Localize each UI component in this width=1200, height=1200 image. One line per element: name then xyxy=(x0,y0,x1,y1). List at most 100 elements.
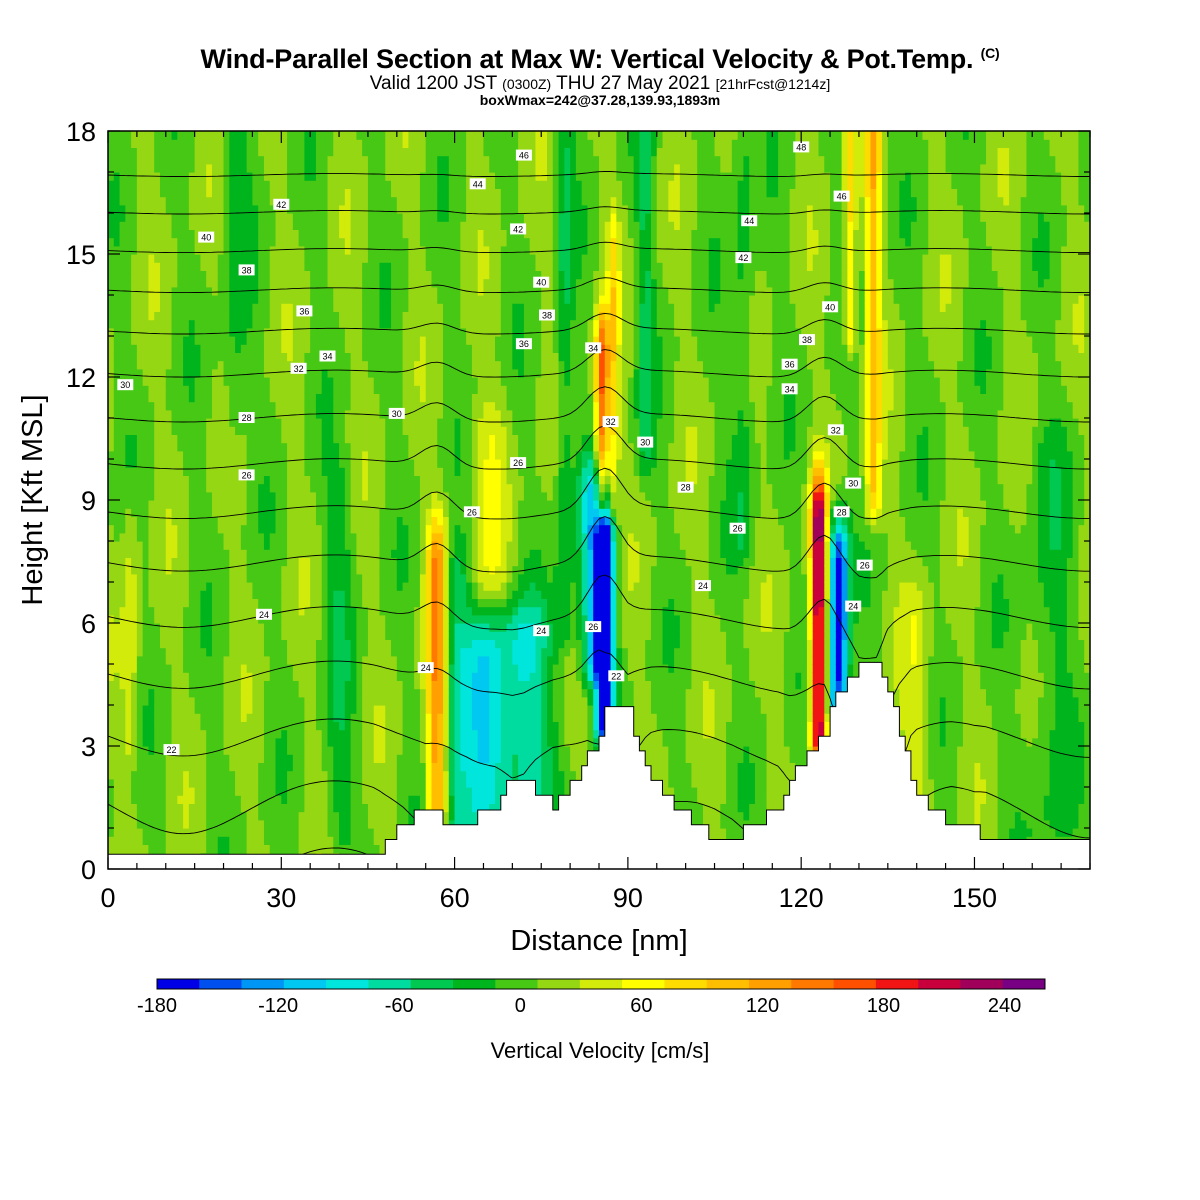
field-cell xyxy=(136,565,144,575)
field-cell xyxy=(356,147,363,157)
field-cell xyxy=(131,319,138,329)
field-cell xyxy=(119,254,126,263)
field-cell xyxy=(108,442,115,452)
field-cell xyxy=(333,344,340,353)
field-cell xyxy=(333,491,340,501)
field-cell xyxy=(235,483,242,493)
field-cell xyxy=(339,147,346,157)
field-cell xyxy=(188,278,196,288)
field-cell xyxy=(339,844,346,854)
field-cell xyxy=(408,237,415,247)
field-cell xyxy=(148,270,155,280)
field-cell xyxy=(159,450,167,460)
field-cell xyxy=(344,573,352,583)
field-cell xyxy=(200,541,207,550)
field-cell xyxy=(298,590,305,599)
field-cell xyxy=(396,705,404,714)
field-cell xyxy=(211,491,219,501)
field-cell xyxy=(373,213,381,222)
field-cell xyxy=(292,598,300,608)
field-cell xyxy=(119,360,126,370)
field-cell xyxy=(159,696,167,706)
field-cell xyxy=(136,778,144,788)
field-cell xyxy=(125,606,132,616)
field-cell xyxy=(258,524,265,534)
field-cell xyxy=(200,188,207,198)
field-cell xyxy=(356,655,363,665)
field-cell xyxy=(148,303,155,312)
field-cell xyxy=(235,828,242,837)
field-cell xyxy=(292,623,300,632)
field-cell xyxy=(258,426,265,435)
field-cell xyxy=(356,360,363,370)
field-cell xyxy=(310,795,317,804)
field-cell xyxy=(171,295,178,304)
field-cell xyxy=(177,286,184,296)
field-cell xyxy=(275,147,282,157)
field-cell xyxy=(287,163,294,173)
field-cell xyxy=(183,204,190,214)
field-cell xyxy=(263,418,271,427)
field-cell xyxy=(414,705,421,714)
field-cell xyxy=(119,664,126,673)
field-cell xyxy=(165,672,173,681)
field-cell xyxy=(275,762,282,772)
field-cell xyxy=(113,147,121,157)
field-cell xyxy=(425,705,433,714)
field-cell xyxy=(275,705,282,714)
field-cell xyxy=(385,204,392,214)
field-cell xyxy=(373,844,381,854)
field-cell xyxy=(287,573,294,583)
field-cell xyxy=(356,582,363,591)
field-cell xyxy=(419,229,427,239)
field-cell xyxy=(240,565,248,575)
field-cell xyxy=(373,590,381,599)
field-cell xyxy=(165,311,173,321)
field-cell xyxy=(402,516,409,526)
field-cell xyxy=(165,524,173,534)
field-cell xyxy=(362,319,369,329)
field-cell xyxy=(339,237,346,247)
field-cell xyxy=(373,672,381,681)
field-cell xyxy=(154,311,161,321)
field-cell xyxy=(298,188,305,198)
field-cell xyxy=(310,139,317,148)
field-cell xyxy=(275,237,282,247)
field-cell xyxy=(108,844,115,854)
field-cell xyxy=(344,614,352,624)
field-cell xyxy=(108,655,115,665)
field-cell xyxy=(159,803,167,813)
field-cell xyxy=(281,680,288,690)
field-cell xyxy=(356,163,363,173)
field-cell xyxy=(315,401,323,411)
field-cell xyxy=(310,541,317,550)
field-cell xyxy=(217,778,225,788)
field-cell xyxy=(246,729,254,739)
field-cell xyxy=(211,163,219,173)
field-cell xyxy=(183,737,190,747)
field-cell xyxy=(292,139,300,148)
field-cell xyxy=(223,623,230,632)
field-cell xyxy=(333,262,340,271)
field-cell xyxy=(217,590,225,599)
field-cell xyxy=(292,795,300,804)
field-cell xyxy=(183,483,190,493)
field-cell xyxy=(327,155,334,165)
field-cell xyxy=(287,344,294,353)
field-cell xyxy=(396,352,404,362)
field-cell xyxy=(188,336,196,345)
field-cell xyxy=(350,664,357,673)
field-cell xyxy=(194,778,202,788)
field-cell xyxy=(315,565,323,575)
field-cell xyxy=(188,204,196,214)
field-cell xyxy=(136,270,144,280)
field-cell xyxy=(275,163,282,173)
field-cell xyxy=(252,221,259,230)
field-cell xyxy=(263,705,271,714)
field-cell xyxy=(171,344,178,353)
field-cell xyxy=(240,172,248,181)
field-cell xyxy=(188,237,196,247)
field-cell xyxy=(350,204,357,214)
field-cell xyxy=(327,639,334,649)
field-cell xyxy=(385,270,392,280)
